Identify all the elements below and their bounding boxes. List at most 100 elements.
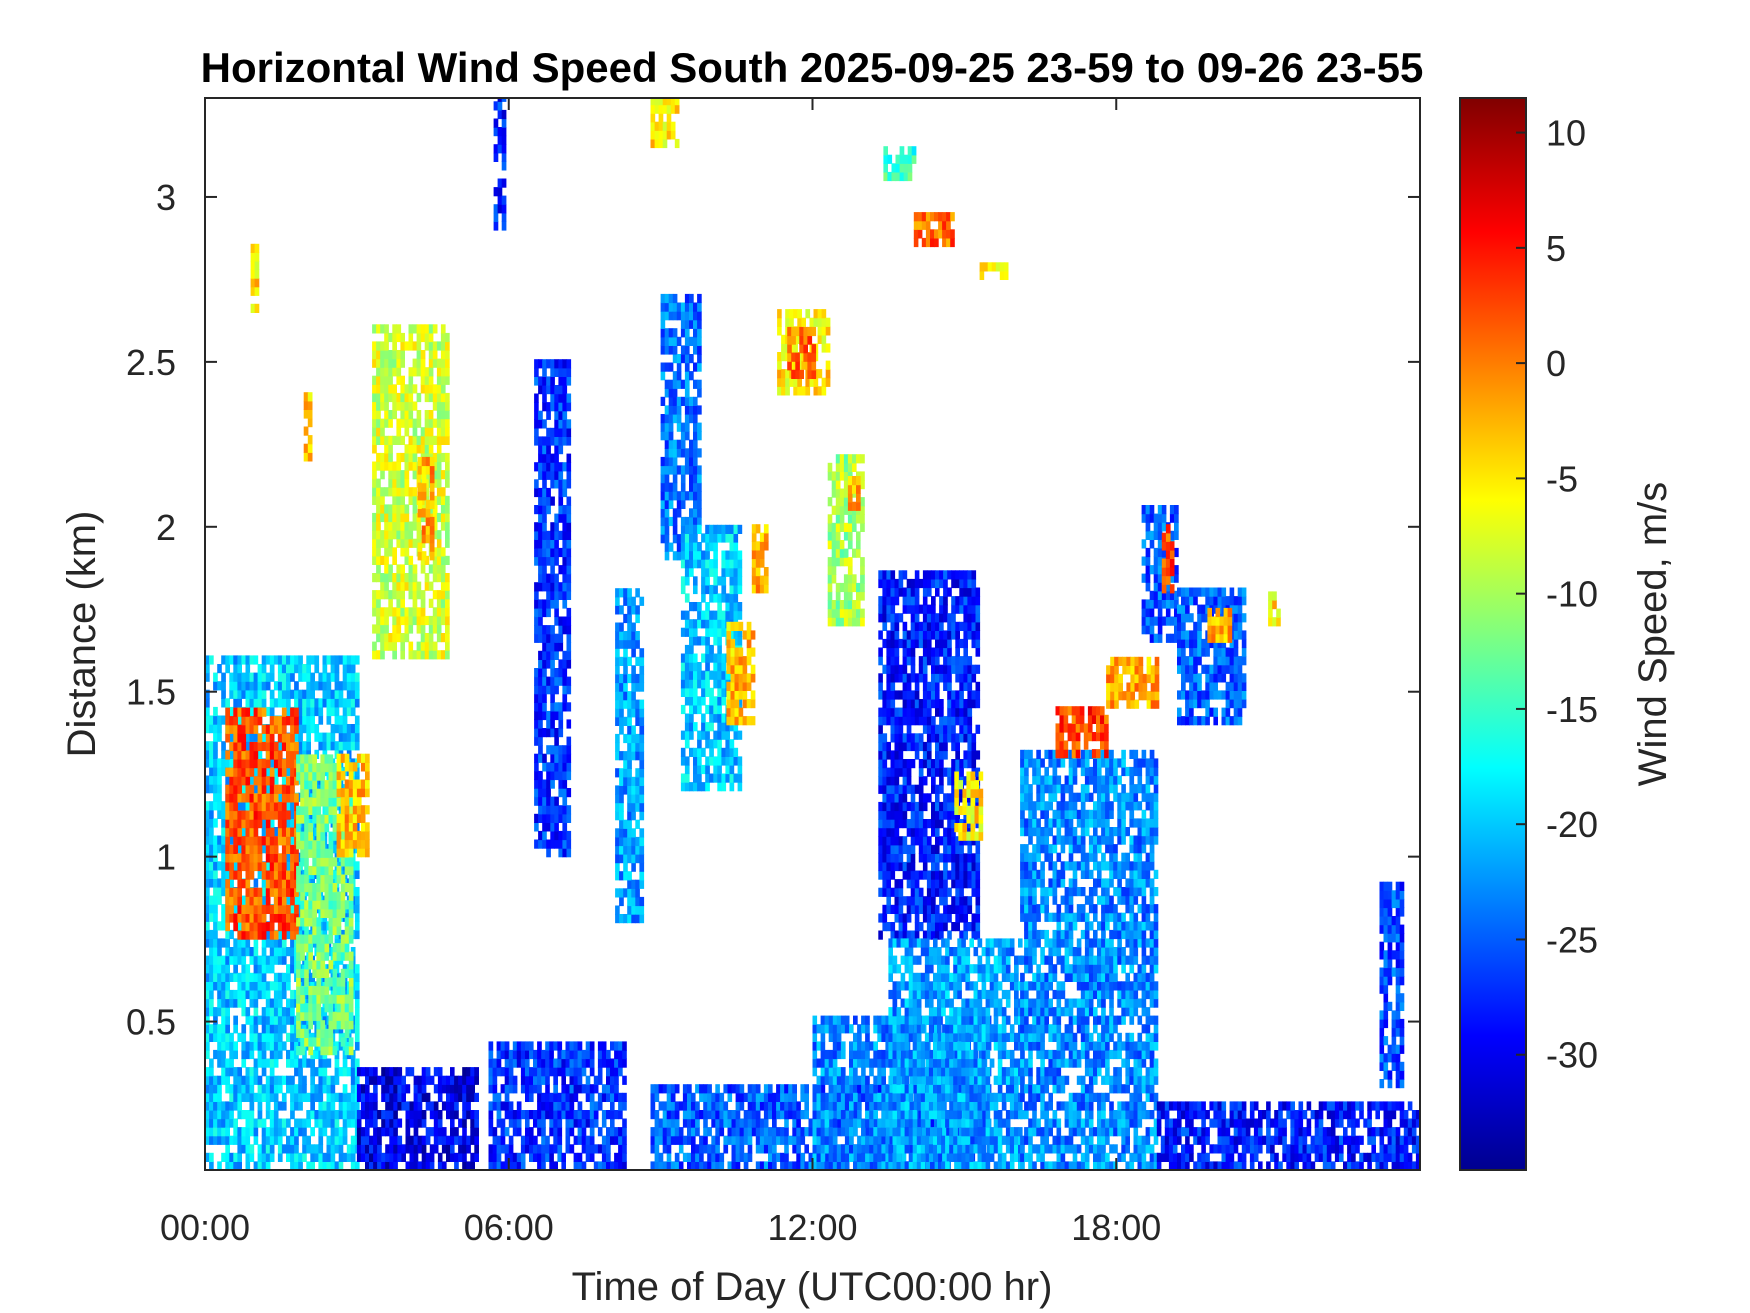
heat-cell-region-0: [233, 1135, 238, 1145]
heat-cell-region-6: [376, 358, 381, 368]
heat-cell-region-9: [496, 1118, 502, 1128]
heat-cell-region-12: [623, 828, 628, 838]
heat-cell-region-14: [668, 379, 674, 389]
heat-cell-region-11: [550, 779, 555, 789]
heat-cell-region-12: [639, 742, 645, 752]
heat-cell-region-2: [304, 1037, 309, 1047]
heat-cell-region-12: [635, 613, 640, 624]
heat-cell-region-0: [294, 689, 299, 699]
heat-cell-region-15: [693, 542, 698, 552]
heat-cell-region-3: [365, 839, 370, 849]
heat-cell-region-2: [316, 1011, 322, 1021]
heat-cell-region-2: [304, 814, 309, 824]
heat-cell-region-14: [660, 362, 666, 372]
heat-cell-region-14: [676, 396, 682, 406]
heat-cell-region-14: [660, 336, 666, 346]
heat-cell-region-1: [265, 724, 271, 734]
heat-cell-region-0: [298, 724, 303, 734]
heat-cell-region-1: [233, 870, 238, 880]
heat-cell-region-8: [356, 1084, 362, 1094]
heat-cell-region-6: [424, 487, 430, 497]
heat-cell-region-6: [388, 332, 393, 343]
heat-cell-region-15: [693, 576, 698, 586]
heat-cell-region-12: [619, 776, 624, 786]
heat-cell-region-9: [569, 1075, 575, 1085]
heat-cell-region-2: [296, 763, 301, 773]
heat-cell-region-0: [350, 1118, 356, 1128]
heat-cell-region-0: [229, 1092, 234, 1102]
heat-cell-region-6: [372, 350, 377, 360]
heat-cell-region-12: [627, 622, 632, 632]
heat-cell-region-9: [573, 1084, 579, 1094]
heat-cell-region-11: [542, 556, 547, 566]
heat-cell-region-0: [269, 1144, 275, 1154]
heat-cell-region-6: [436, 384, 442, 394]
heat-cell-region-1: [225, 707, 230, 717]
heat-cell-region-9: [610, 1135, 615, 1145]
heat-cell-region-0: [233, 1118, 238, 1128]
heat-cell-region-0: [253, 981, 259, 991]
heat-cell-region-1: [241, 767, 247, 777]
heat-cell-region-0: [273, 655, 279, 665]
heat-cell-region-2: [332, 900, 338, 910]
heat-cell-region-0: [277, 972, 283, 982]
heat-cell-region-1: [269, 913, 275, 923]
heat-cell-region-8: [356, 1127, 362, 1137]
heat-cell-region-7: [429, 551, 435, 561]
heat-cell-region-0: [257, 1075, 263, 1085]
heat-cell-region-1: [237, 853, 242, 863]
heat-cell-region-14: [660, 431, 666, 441]
heat-cell-region-9: [553, 1101, 558, 1111]
heat-cell-region-0: [269, 1084, 275, 1094]
heat-cell-region-11: [534, 402, 539, 412]
heat-cell-region-11: [558, 848, 564, 858]
heat-cell-region-0: [249, 775, 255, 785]
heat-cell-region-6: [440, 633, 446, 643]
heat-cell-region-2: [300, 1028, 305, 1038]
heat-cell-region-11: [558, 376, 564, 386]
heat-cell-region-11: [546, 676, 551, 686]
heat-cell-region-1: [241, 776, 247, 786]
heat-cell-region-9: [500, 1144, 506, 1154]
heat-cell-region-6: [372, 470, 377, 480]
heat-cell-region-9: [614, 1152, 619, 1162]
heat-cell-region-15: [701, 636, 706, 646]
heat-cell-region-2: [324, 865, 330, 876]
heat-cell-region-12: [615, 716, 620, 726]
heat-cell-region-6: [388, 547, 393, 557]
heat-cell-region-1: [233, 887, 238, 897]
heat-cell-region-0: [314, 1144, 320, 1154]
heat-cell-region-10: [501, 118, 507, 128]
heat-cell-region-0: [209, 1007, 214, 1017]
heat-cell-region-10: [501, 195, 507, 205]
heat-cell-region-2: [344, 865, 350, 876]
heat-cell-region-11: [562, 753, 568, 763]
heat-cell-region-11: [554, 796, 559, 806]
heat-cell-region-1: [261, 767, 267, 777]
heat-cell-region-9: [516, 1049, 522, 1060]
heat-cell-region-0: [217, 861, 222, 871]
heat-cell-region-4: [250, 286, 256, 296]
heat-cell-region-8: [454, 1152, 459, 1162]
heat-cell-region-1: [225, 716, 230, 726]
heat-cell-region-0: [310, 655, 315, 665]
heat-cell-region-1: [249, 784, 255, 794]
heat-cell-region-0: [277, 1032, 283, 1042]
heat-cell-region-8: [450, 1110, 455, 1120]
heat-cell-region-14: [676, 336, 682, 346]
heat-cell-region-11: [538, 616, 543, 626]
heat-cell-region-1: [261, 759, 267, 769]
heat-cell-region-0: [350, 1135, 356, 1145]
heat-cell-region-14: [684, 354, 690, 364]
heat-cell-region-6: [408, 384, 414, 394]
heat-cell-region-15: [693, 636, 698, 646]
heat-cell-region-6: [445, 641, 450, 651]
heat-cell-region-0: [294, 1161, 299, 1170]
heat-cell-region-0: [334, 715, 340, 725]
heat-cell-region-2: [340, 1037, 346, 1047]
heat-cell-region-6: [424, 581, 430, 591]
heat-cell-region-8: [389, 1127, 394, 1137]
heat-cell-region-14: [697, 431, 702, 441]
heat-cell-region-0: [346, 698, 352, 708]
heat-cell-region-11: [554, 702, 559, 712]
